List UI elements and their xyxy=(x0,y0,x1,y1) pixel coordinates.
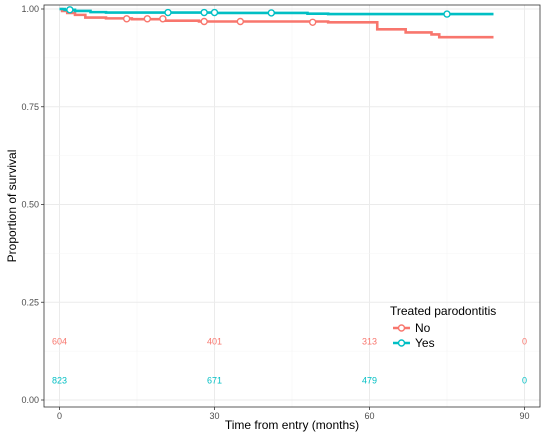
curves xyxy=(59,7,494,39)
censor-mark-yes xyxy=(200,8,208,17)
risk-count-no: 604 xyxy=(52,336,67,346)
grid xyxy=(43,4,541,408)
risk-count-yes: 671 xyxy=(207,375,222,385)
censor-mark-yes xyxy=(164,8,172,17)
y-tick-label: 0.50 xyxy=(21,200,39,210)
risk-count-yes: 479 xyxy=(362,375,377,385)
risk-table: 604 401 313 0 823 671 479 0 xyxy=(52,336,527,385)
risk-count-yes: 0 xyxy=(522,375,527,385)
censor-mark-yes xyxy=(66,6,74,14)
censor-mark-no xyxy=(236,17,245,26)
censor-mark-no xyxy=(200,17,208,26)
legend-key-marker-no xyxy=(397,324,406,332)
risk-count-yes: 823 xyxy=(52,375,67,385)
panel-border xyxy=(43,4,541,408)
censor-mark-yes xyxy=(267,9,276,17)
x-tick-label: 90 xyxy=(519,411,529,421)
y-axis-title: Proportion of survival xyxy=(5,150,19,263)
censor-mark-no xyxy=(143,15,152,23)
censor-mark-no xyxy=(308,18,317,26)
x-axis-ticks: 0 30 60 90 xyxy=(57,407,530,421)
y-axis-ticks: 0.00 0.25 0.50 0.75 1.00 xyxy=(21,4,44,405)
censor-mark-no xyxy=(159,15,167,23)
risk-count-no: 401 xyxy=(207,336,222,346)
censor-mark-no xyxy=(122,15,131,23)
y-tick-label: 1.00 xyxy=(21,4,39,14)
x-tick-label: 0 xyxy=(57,411,62,421)
legend-label-yes: Yes xyxy=(415,336,435,350)
y-tick-label: 0.75 xyxy=(21,102,39,112)
y-tick-label: 0.00 xyxy=(21,395,39,405)
y-tick-label: 0.25 xyxy=(21,297,39,307)
legend-label-no: No xyxy=(415,321,431,335)
legend-key-marker-yes xyxy=(397,339,406,347)
censor-mark-yes xyxy=(443,10,451,18)
survival-curve-yes xyxy=(59,7,494,16)
risk-count-no: 313 xyxy=(362,336,377,346)
x-tick-label: 60 xyxy=(364,411,374,421)
censor-mark-yes xyxy=(210,8,219,17)
risk-count-no: 0 xyxy=(522,336,527,346)
legend-title: Treated parodontitis xyxy=(390,304,496,318)
censor-marks xyxy=(66,6,451,26)
x-tick-label: 30 xyxy=(209,411,219,421)
x-axis-title: Time from entry (months) xyxy=(225,418,359,432)
